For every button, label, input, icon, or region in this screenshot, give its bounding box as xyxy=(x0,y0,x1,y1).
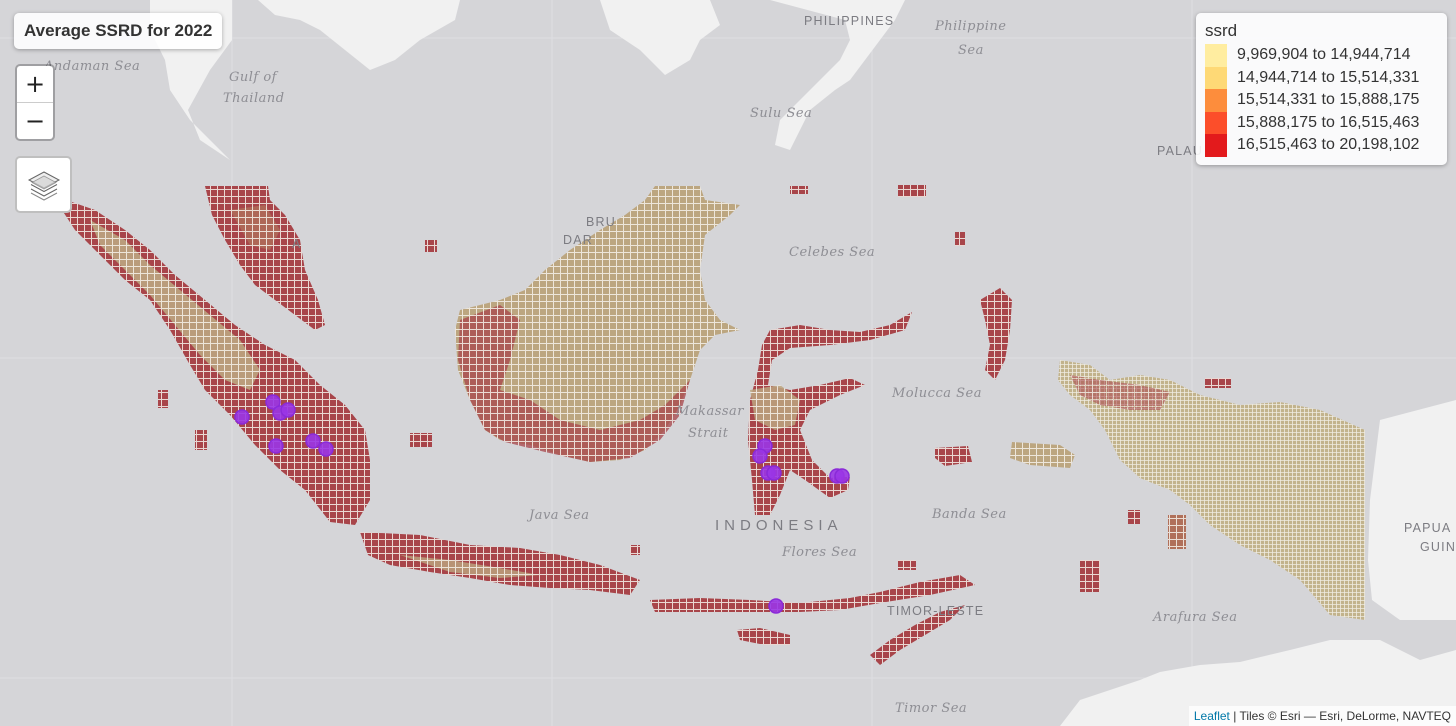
label-philippine-sea-2: Sea xyxy=(958,43,984,58)
legend-item: 15,888,175 to 16,515,463 xyxy=(1205,111,1439,134)
grid-region-aru xyxy=(1080,560,1100,592)
label-banda-sea: Banda Sea xyxy=(931,507,1007,522)
label-malaysia-part: A xyxy=(292,237,302,251)
grid-region-nias xyxy=(158,390,168,408)
grid-region-borneo-dark xyxy=(458,305,690,462)
label-indonesia: INDONESIA xyxy=(715,517,843,534)
grid-region-seram[interactable] xyxy=(1010,442,1075,468)
zoom-out-button[interactable]: − xyxy=(24,107,46,135)
legend-swatch xyxy=(1205,66,1227,89)
label-papua: PAPUA xyxy=(1404,521,1451,535)
point-marker[interactable] xyxy=(752,448,768,464)
label-dar: DAR xyxy=(563,233,593,247)
label-timor-leste: TIMOR-LESTE xyxy=(887,604,984,618)
label-philippines: PHILIPPINES xyxy=(804,14,894,28)
grid-region-malaya[interactable] xyxy=(205,186,325,330)
label-molucca-sea: Molucca Sea xyxy=(891,386,982,401)
legend-item: 15,514,331 to 15,888,175 xyxy=(1205,89,1439,112)
grid-region-mentawai xyxy=(195,430,207,450)
point-marker[interactable] xyxy=(234,409,250,425)
grid-region-borneo[interactable] xyxy=(455,186,740,462)
grid-region-talaud xyxy=(898,185,926,197)
point-marker[interactable] xyxy=(280,402,296,418)
label-makassar: Makassar xyxy=(675,404,744,419)
zoom-in-button[interactable]: + xyxy=(17,66,53,103)
label-brunei: BRU xyxy=(586,215,616,229)
grid-region-papua-dark xyxy=(1070,375,1170,410)
point-marker[interactable] xyxy=(766,465,782,481)
grid-region-nusa-tenggara[interactable] xyxy=(650,575,975,612)
grid-region-tanimbar xyxy=(1128,510,1140,524)
legend-label: 15,514,331 to 15,888,175 xyxy=(1237,91,1420,109)
grid-region-sulawesi-light xyxy=(750,385,800,430)
label-celebes-sea: Celebes Sea xyxy=(789,245,875,260)
grid-region-halmahera[interactable] xyxy=(980,288,1012,380)
legend-label: 15,888,175 to 16,515,463 xyxy=(1237,113,1420,131)
grid-region-sulawesi[interactable] xyxy=(748,312,912,515)
grid-region-sangihe xyxy=(955,232,965,246)
grid-region-papua[interactable] xyxy=(1058,360,1365,620)
label-papua-2: GUIN xyxy=(1420,540,1456,554)
grid-region-timor[interactable] xyxy=(870,605,965,665)
label-arafura-sea: Arafura Sea xyxy=(1152,610,1237,625)
legend-item: 9,969,904 to 14,944,714 xyxy=(1205,44,1439,67)
grid-region-sumba[interactable] xyxy=(737,628,790,645)
label-palau: PALAU xyxy=(1157,144,1203,158)
legend: ssrd 9,969,904 to 14,944,714 14,944,714 … xyxy=(1196,13,1447,165)
legend-swatch xyxy=(1205,111,1227,134)
legend-swatch xyxy=(1205,44,1227,67)
attribution: Leaflet | Tiles © Esri — Esri, DeLorme, … xyxy=(1188,706,1456,726)
grid-region-misool xyxy=(1205,378,1231,388)
point-markers[interactable] xyxy=(234,394,850,614)
grid-region-sumatra-light xyxy=(90,220,260,390)
point-marker[interactable] xyxy=(265,394,281,410)
legend-item: 14,944,714 to 15,514,331 xyxy=(1205,66,1439,89)
legend-label: 9,969,904 to 14,944,714 xyxy=(1237,46,1411,64)
zoom-control: + − xyxy=(15,64,55,141)
label-andaman-sea: Andaman Sea xyxy=(43,59,140,74)
grid-region-bangka xyxy=(410,433,432,447)
label-java-sea: Java Sea xyxy=(526,508,590,523)
label-gulf-thailand: Gulf of xyxy=(229,70,279,85)
grid-region-java[interactable] xyxy=(360,532,640,595)
legend-label: 16,515,463 to 20,198,102 xyxy=(1237,136,1420,154)
grid-region-siau xyxy=(790,186,808,194)
map-title: Average SSRD for 2022 xyxy=(14,13,223,49)
label-philippine-sea: Philippine xyxy=(934,19,1006,34)
point-marker[interactable] xyxy=(268,438,284,454)
label-makassar-2: Strait xyxy=(688,426,729,441)
leaflet-link[interactable]: Leaflet xyxy=(1193,709,1230,723)
point-marker[interactable] xyxy=(768,598,784,614)
label-sulu-sea: Sulu Sea xyxy=(750,106,812,121)
legend-label: 14,944,714 to 15,514,331 xyxy=(1237,68,1420,86)
grid-region-natuna xyxy=(425,240,437,252)
grid-region-malaya-light xyxy=(230,205,280,250)
grid-region-kai xyxy=(1168,515,1186,549)
legend-swatch xyxy=(1205,134,1227,157)
legend-swatch xyxy=(1205,89,1227,112)
label-timor-sea: Timor Sea xyxy=(895,701,967,716)
attribution-text: | Tiles © Esri — Esri, DeLorme, NAVTEQ xyxy=(1229,709,1451,723)
grid-region-wetar xyxy=(898,560,916,570)
point-marker[interactable] xyxy=(305,433,321,449)
map-labels: Andaman Sea Gulf of Thailand PHILIPPINES… xyxy=(43,14,1456,716)
legend-item: 16,515,463 to 20,198,102 xyxy=(1205,134,1439,157)
grid-region-buru[interactable] xyxy=(935,446,972,466)
grid-region-java-light xyxy=(400,555,540,578)
ssrd-grid-layer[interactable] xyxy=(62,185,1365,665)
point-marker[interactable] xyxy=(834,468,850,484)
layers-icon xyxy=(27,170,60,201)
point-marker[interactable] xyxy=(318,441,334,457)
legend-title: ssrd xyxy=(1205,21,1238,40)
grid-region-bali xyxy=(630,545,640,555)
land-background xyxy=(150,0,1456,726)
label-flores-sea: Flores Sea xyxy=(781,545,857,560)
label-gulf-thailand-2: Thailand xyxy=(223,91,285,106)
layers-control-button[interactable] xyxy=(15,156,72,213)
